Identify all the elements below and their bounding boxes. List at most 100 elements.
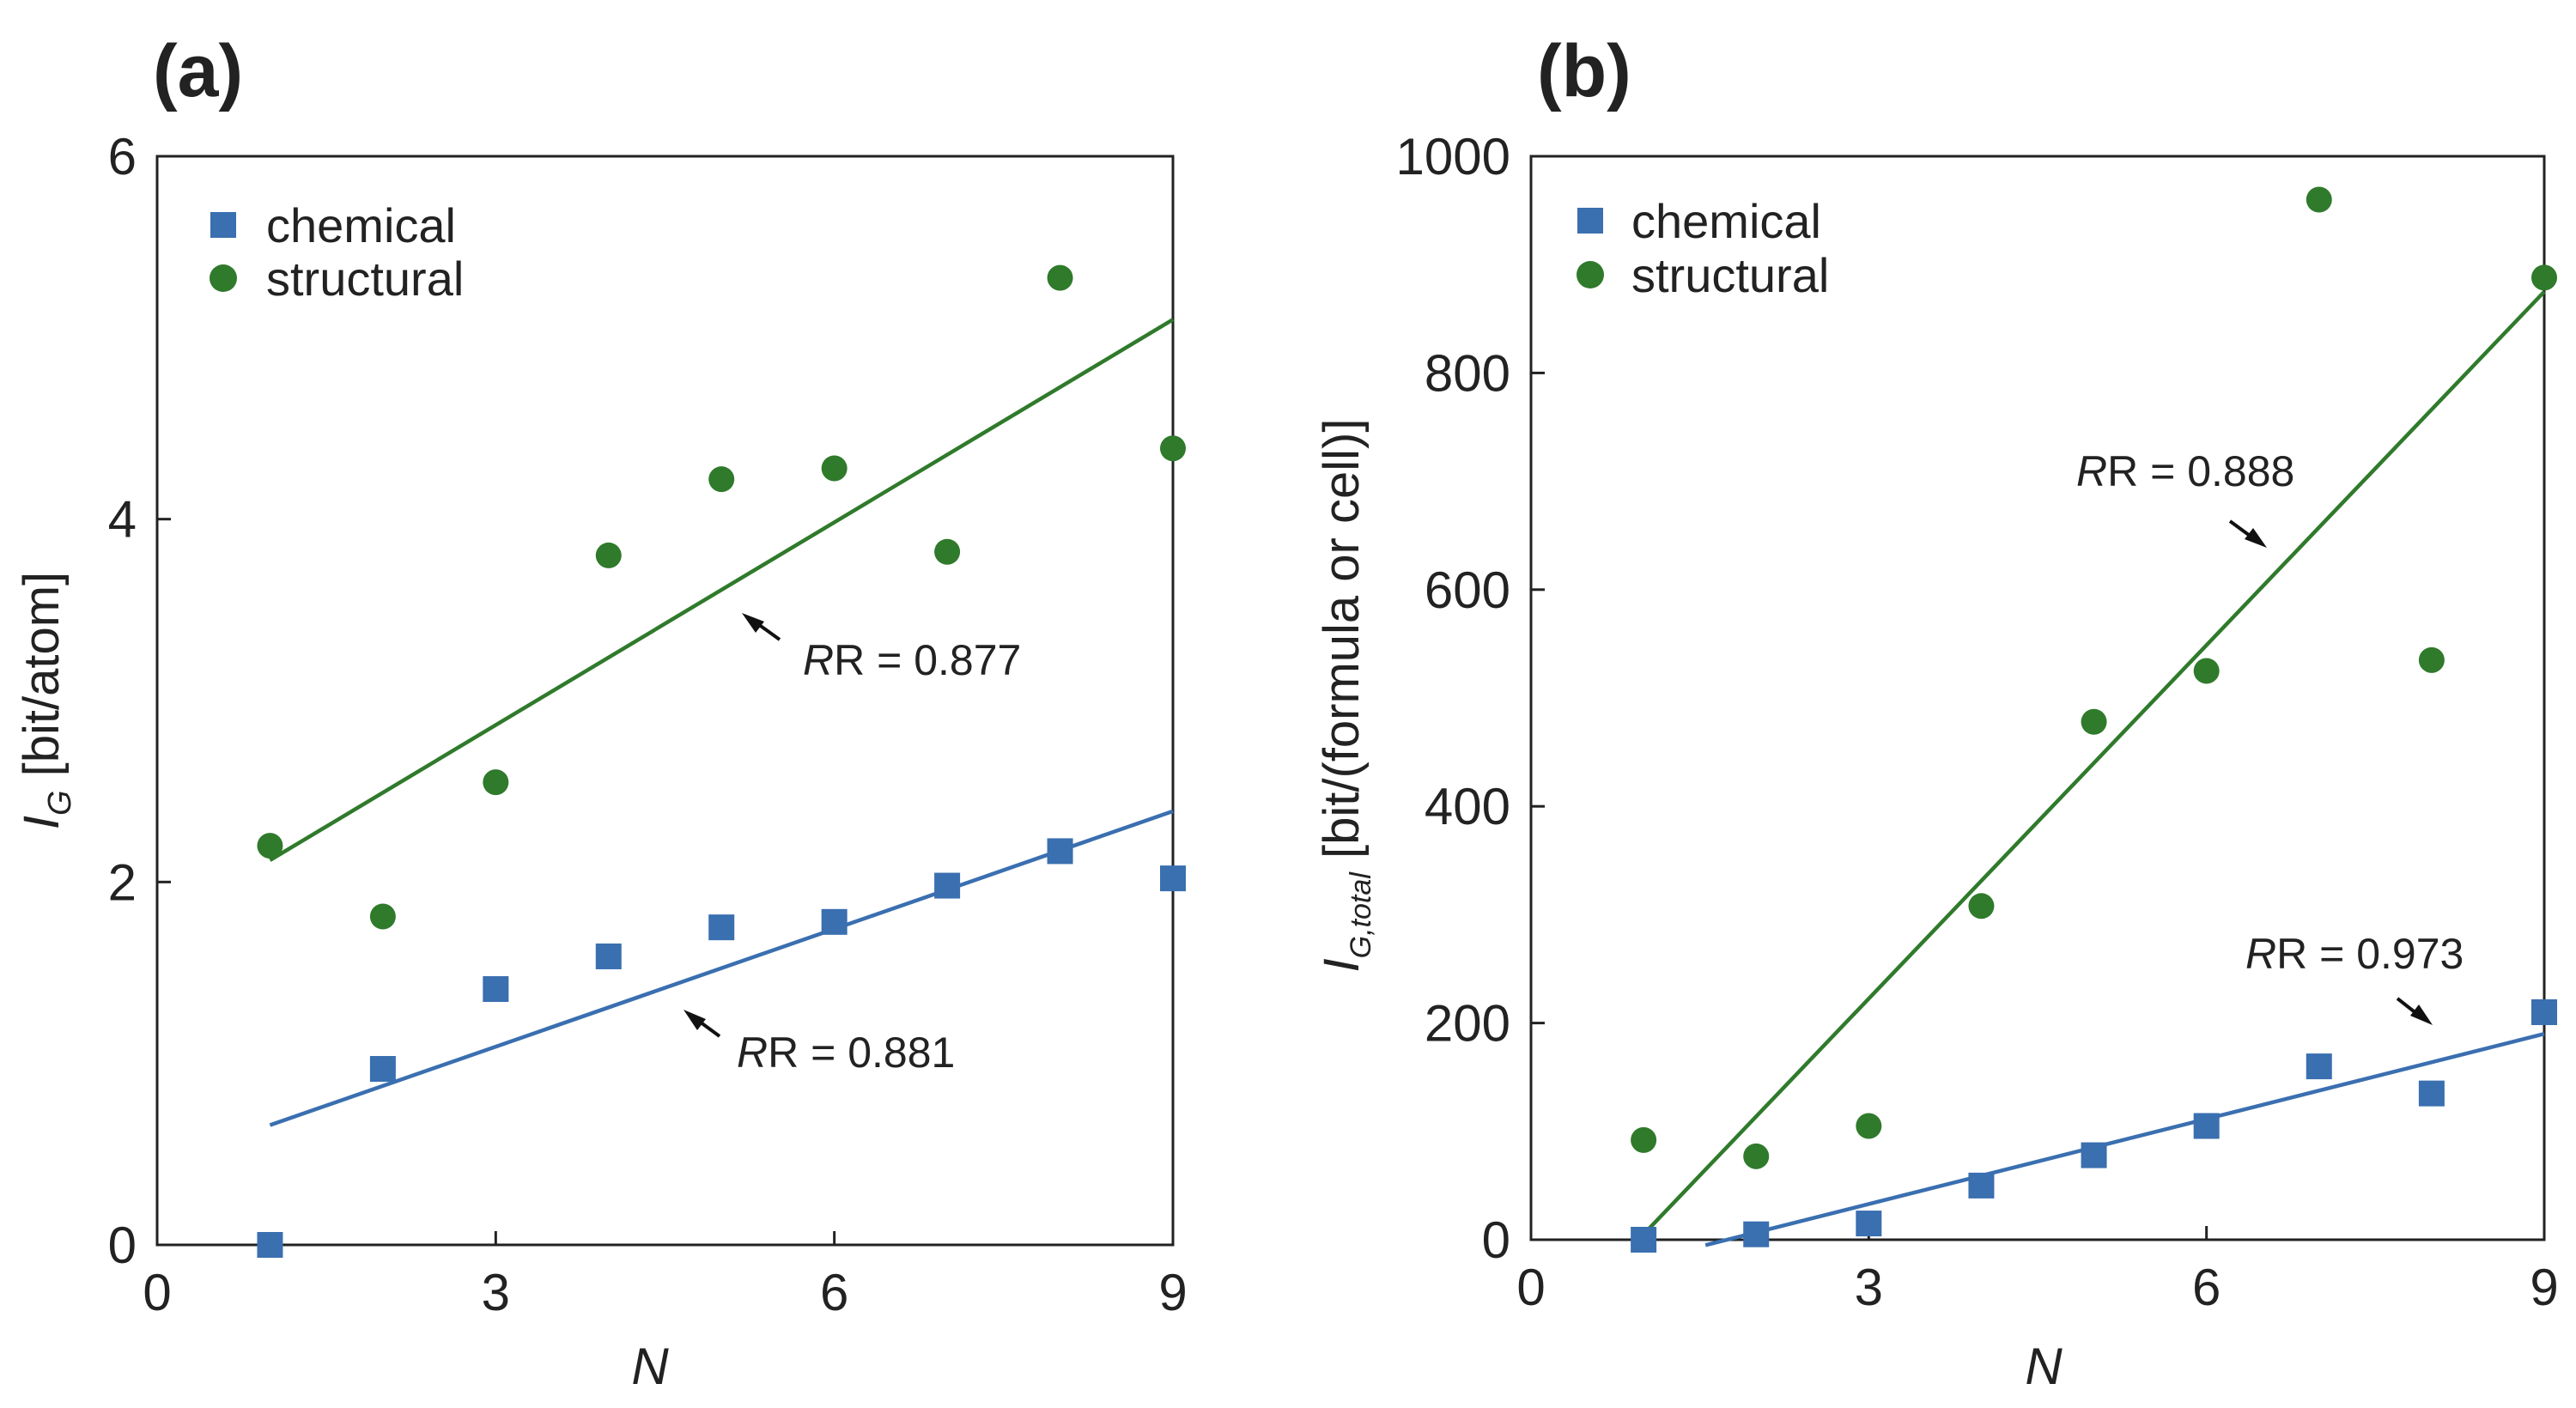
panel-b-point-structural-2 bbox=[1856, 1113, 1882, 1139]
panel-b-legend-structural-label: structural bbox=[1631, 248, 1829, 302]
panel-a-point-chemical-8 bbox=[1160, 865, 1186, 892]
panel-b-point-structural-8 bbox=[2531, 264, 2557, 291]
panel-b-label: (b) bbox=[1537, 30, 1631, 112]
panel-b-x-tick-label-2: 6 bbox=[2192, 1259, 2221, 1316]
panel-b-fit-line-chemical bbox=[1704, 1032, 2545, 1247]
panel-b-y-axis-title: IG,total [bit/(formula or cell)] bbox=[1314, 419, 1377, 973]
panel-b-annotation-chemical-arrowhead bbox=[2410, 1004, 2433, 1025]
panel-b-point-structural-5 bbox=[2193, 658, 2220, 684]
panel-b-annotation-structural-arrowhead bbox=[2245, 528, 2267, 548]
panel-b-x-tick-label-3: 9 bbox=[2530, 1259, 2558, 1316]
panel-b-y-tick-label-2: 400 bbox=[1425, 778, 1510, 835]
panel-a-point-structural-5 bbox=[821, 455, 848, 482]
panel-b-x-tick-label-0: 0 bbox=[1516, 1259, 1545, 1316]
panel-a-label: (a) bbox=[153, 30, 243, 112]
panel-a-point-structural-8 bbox=[1160, 435, 1186, 462]
panel-b-point-chemical-6 bbox=[2306, 1053, 2332, 1080]
panel-b-point-chemical-2 bbox=[1856, 1211, 1882, 1237]
panel-b-plot-frame bbox=[1529, 155, 2546, 1241]
panel-b-point-chemical-1 bbox=[1743, 1221, 1770, 1247]
panel-a-x-tick-label-2: 6 bbox=[820, 1264, 848, 1321]
panel-a-point-chemical-2 bbox=[483, 976, 509, 1003]
panel-b-y-tick-label-5: 1000 bbox=[1396, 128, 1510, 185]
panel-a-point-chemical-4 bbox=[708, 914, 735, 941]
panel-b-point-structural-7 bbox=[2418, 646, 2445, 673]
panel-a-points bbox=[257, 264, 1186, 1258]
panel-a-x-tick-label-1: 3 bbox=[482, 1264, 510, 1321]
panel-a-point-structural-1 bbox=[369, 903, 396, 930]
panel-b-point-chemical-0 bbox=[1631, 1227, 1657, 1253]
panel-b-y-axis-symbol: I bbox=[1314, 958, 1370, 972]
panel-b-fit-line-structural bbox=[1642, 290, 2546, 1236]
panel-a-y-tick-label-1: 2 bbox=[108, 853, 137, 911]
panel-b-y-tick-label-3: 600 bbox=[1425, 561, 1510, 619]
panel-b-x-ticks: 0 3 6 9 bbox=[1516, 1226, 2559, 1316]
panel-a-y-ticks: 0 2 4 6 bbox=[108, 128, 171, 1274]
panel-a-fit-line-chemical bbox=[269, 809, 1174, 1127]
panel-a-y-axis-title: IG [bit/atom] bbox=[14, 572, 78, 829]
panel-a-annotation-chemical: RR = 0.881 bbox=[683, 1010, 955, 1077]
panel-a-y-tick-label-3: 6 bbox=[108, 128, 137, 185]
panel-a-annotation-structural-value: R = 0.877 bbox=[834, 636, 1021, 684]
panel-b-point-chemical-7 bbox=[2418, 1080, 2445, 1107]
panel-a-point-chemical-3 bbox=[595, 943, 622, 969]
panel-a-point-structural-0 bbox=[257, 833, 283, 859]
panel-b-annotation-chemical-label: RR = 0.973 bbox=[2245, 930, 2464, 978]
panel-b-annotation-structural-label: RR = 0.888 bbox=[2076, 447, 2294, 495]
panel-b-legend-chemical-label: chemical bbox=[1631, 194, 1821, 248]
panel-b-legend: chemical structural bbox=[1577, 194, 1829, 302]
panel-a-point-chemical-5 bbox=[821, 908, 848, 935]
panel-a-y-axis-subscript: G bbox=[42, 790, 78, 816]
panel-a-y-tick-label-2: 4 bbox=[108, 491, 137, 549]
panel-b-annotation-structural-value: R = 0.888 bbox=[2107, 447, 2294, 495]
panel-a-fit-lines bbox=[269, 318, 1175, 1127]
panel-a-point-structural-3 bbox=[595, 542, 622, 568]
panel-a-annotation-structural-arrowhead bbox=[742, 613, 764, 633]
panel-a-point-structural-2 bbox=[483, 769, 509, 796]
panel-a-y-axis-unit: [bit/atom] bbox=[14, 572, 70, 791]
panel-b-x-tick-label-1: 3 bbox=[1855, 1259, 1883, 1316]
panel-b: (b) 0 3 6 9 0 200 400 600 800 1000 chemical stru… bbox=[1314, 30, 2559, 1395]
panel-a-annotation-structural: RR = 0.877 bbox=[742, 613, 1021, 684]
panel-a-annotation-chemical-arrowhead bbox=[683, 1010, 706, 1030]
panel-a-point-chemical-6 bbox=[934, 872, 961, 899]
panel-a-x-axis-title: N bbox=[631, 1338, 669, 1395]
panel-a-annotation-chemical-value: R = 0.881 bbox=[768, 1029, 955, 1077]
panel-b-legend-chemical-marker bbox=[1577, 208, 1603, 234]
panel-b-y-tick-label-4: 800 bbox=[1425, 344, 1510, 402]
panel-b-legend-structural-marker bbox=[1577, 261, 1604, 288]
panel-a-point-chemical-7 bbox=[1047, 838, 1073, 865]
panel-a-y-tick-label-0: 0 bbox=[108, 1217, 137, 1274]
panel-b-point-chemical-4 bbox=[2081, 1142, 2107, 1168]
panel-b-annotation-structural: RR = 0.888 bbox=[2076, 447, 2294, 548]
panel-b-annotation-chemical: RR = 0.973 bbox=[2245, 930, 2464, 1025]
panel-a-x-tick-label-3: 9 bbox=[1158, 1264, 1187, 1321]
panel-b-point-structural-3 bbox=[1968, 893, 1995, 919]
panel-b-fit-lines bbox=[1642, 290, 2546, 1247]
panel-a-annotation-structural-label: RR = 0.877 bbox=[803, 636, 1021, 684]
panel-a-annotation-chemical-label: RR = 0.881 bbox=[737, 1029, 955, 1077]
panel-b-point-chemical-5 bbox=[2193, 1113, 2220, 1139]
panel-a-legend: chemical structural bbox=[210, 198, 464, 306]
panel-b-y-ticks: 0 200 400 600 800 1000 bbox=[1396, 128, 1545, 1269]
panel-a-x-ticks: 0 3 6 9 bbox=[143, 1231, 1188, 1321]
panel-a-point-structural-7 bbox=[1047, 264, 1073, 291]
panel-a-legend-structural-label: structural bbox=[266, 252, 464, 306]
panel-b-point-chemical-8 bbox=[2531, 998, 2557, 1025]
panel-a-y-axis-symbol: I bbox=[14, 816, 70, 829]
panel-b-point-structural-0 bbox=[1631, 1126, 1657, 1153]
panel-b-y-tick-label-1: 200 bbox=[1425, 995, 1510, 1053]
panel-b-point-structural-6 bbox=[2306, 186, 2332, 213]
panel-a-legend-chemical-marker bbox=[210, 212, 236, 238]
panel-b-point-structural-4 bbox=[2081, 708, 2107, 735]
panel-b-point-chemical-3 bbox=[1968, 1172, 1995, 1199]
panel-a-point-chemical-1 bbox=[369, 1056, 396, 1083]
panel-a-point-structural-6 bbox=[934, 538, 961, 565]
panel-a-legend-structural-marker bbox=[210, 264, 237, 292]
panel-a-plot-frame bbox=[155, 155, 1175, 1247]
panel-a-legend-chemical-label: chemical bbox=[266, 198, 456, 252]
panel-a-fit-line-structural bbox=[269, 318, 1175, 862]
panel-b-y-tick-label-0: 0 bbox=[1482, 1211, 1510, 1269]
panel-a-x-tick-label-0: 0 bbox=[143, 1264, 171, 1321]
